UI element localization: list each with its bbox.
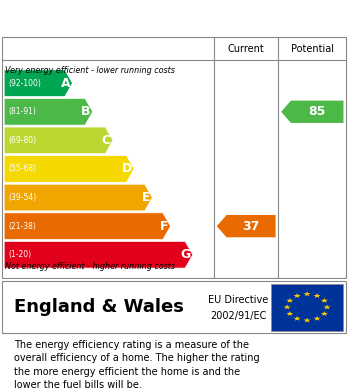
Text: (39-54): (39-54)	[8, 193, 37, 202]
Text: EU Directive: EU Directive	[208, 296, 269, 305]
Text: A: A	[61, 77, 70, 90]
Polygon shape	[4, 241, 193, 268]
Text: 2002/91/EC: 2002/91/EC	[210, 310, 267, 321]
Text: (92-100): (92-100)	[8, 79, 41, 88]
Text: (55-68): (55-68)	[8, 165, 37, 174]
Polygon shape	[321, 311, 328, 316]
Text: E: E	[142, 191, 150, 204]
Text: (21-38): (21-38)	[8, 222, 36, 231]
Text: 37: 37	[243, 220, 260, 233]
Polygon shape	[283, 305, 291, 309]
Polygon shape	[4, 99, 93, 125]
Text: Potential: Potential	[291, 44, 334, 54]
Polygon shape	[303, 318, 311, 323]
Polygon shape	[4, 70, 72, 97]
Polygon shape	[4, 213, 171, 239]
Polygon shape	[293, 293, 301, 298]
Polygon shape	[4, 184, 152, 211]
Bar	[271, 284, 343, 331]
Text: Very energy efficient - lower running costs: Very energy efficient - lower running co…	[5, 66, 175, 75]
Text: England & Wales: England & Wales	[14, 298, 184, 316]
Text: The energy efficiency rating is a measure of the
overall efficiency of a home. T: The energy efficiency rating is a measur…	[14, 340, 260, 391]
Text: G: G	[181, 248, 191, 261]
Text: 85: 85	[309, 105, 326, 118]
Text: Not energy efficient - higher running costs: Not energy efficient - higher running co…	[5, 262, 175, 271]
Text: B: B	[81, 105, 90, 118]
Text: Current: Current	[228, 44, 264, 54]
Polygon shape	[321, 298, 328, 303]
Polygon shape	[293, 316, 301, 321]
Polygon shape	[217, 215, 276, 237]
Polygon shape	[313, 316, 321, 321]
Polygon shape	[4, 156, 134, 182]
Text: D: D	[122, 162, 132, 176]
Text: (69-80): (69-80)	[8, 136, 37, 145]
Polygon shape	[281, 100, 343, 123]
Polygon shape	[303, 291, 311, 296]
Text: (1-20): (1-20)	[8, 250, 31, 259]
Polygon shape	[286, 298, 294, 303]
Polygon shape	[323, 305, 331, 309]
Polygon shape	[286, 311, 294, 316]
Text: F: F	[160, 220, 168, 233]
Text: (81-91): (81-91)	[8, 107, 36, 116]
Polygon shape	[4, 127, 113, 154]
Text: C: C	[102, 134, 111, 147]
Polygon shape	[313, 293, 321, 298]
Text: Energy Efficiency Rating: Energy Efficiency Rating	[10, 11, 232, 25]
